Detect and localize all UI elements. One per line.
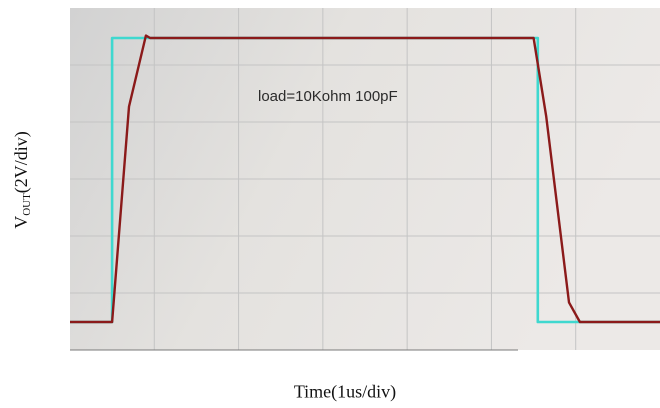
x-axis-label: Time(1us/div) — [293, 381, 397, 402]
load-annotation: load=10Kohm 100pF — [258, 88, 398, 105]
y-axis-label-base: V — [11, 215, 31, 229]
waveform-traces — [70, 34, 660, 324]
output-trace — [70, 34, 660, 324]
y-axis-label-units: (2V/div) — [11, 131, 31, 194]
y-axis-label-subscript: OUT — [21, 193, 33, 216]
y-axis-label: VOUT(2V/div) — [11, 131, 33, 229]
